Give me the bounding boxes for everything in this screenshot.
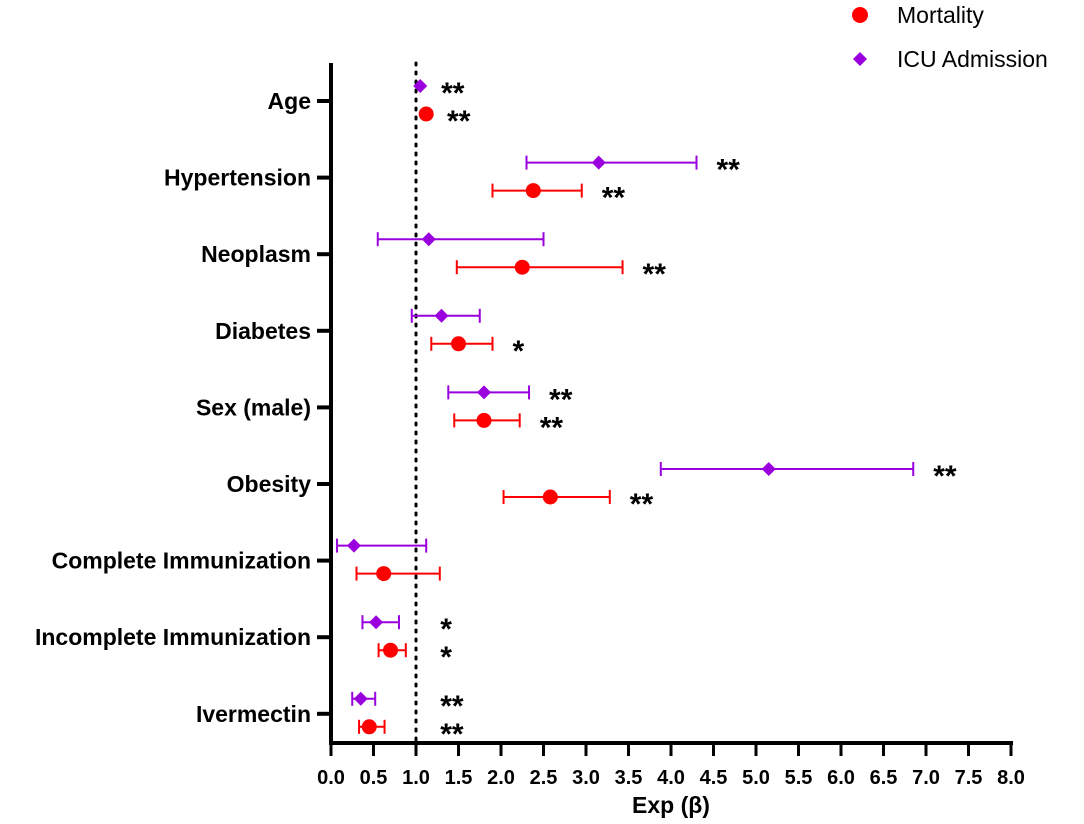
mortality-marker [451, 336, 466, 352]
significance-label: ** [602, 182, 626, 215]
icu-point-group: ** [447, 383, 573, 416]
x-tick-label: 7.0 [912, 767, 940, 789]
icu-admission-marker [413, 79, 428, 93]
icu-point-group: ** [413, 77, 465, 110]
significance-label: * [513, 335, 525, 368]
x-tick-label: 4.5 [700, 767, 728, 789]
y-tick-label: Neoplasm [201, 241, 311, 267]
x-tick-label: 7.5 [955, 767, 983, 789]
icu-point-group [335, 538, 428, 553]
y-tick-label: Sex (male) [196, 394, 311, 420]
x-axis: 0.0 0.5 1.0 1.5 2.0 2.5 3.0 3.5 4.0 4.5 5.0 5.5 6.0 6… [317, 741, 1025, 789]
legend-marker-mortality [852, 7, 868, 23]
mortality-point-group: ** [358, 718, 464, 751]
y-axis: Age Hypertension Neoplasm Diabetes Sex (male… [35, 63, 333, 745]
icu-point-group: ** [525, 154, 741, 187]
mortality-marker [383, 642, 398, 658]
icu-admission-marker [761, 462, 776, 476]
x-tick-label: 8.0 [997, 767, 1025, 789]
mortality-point-group: ** [491, 182, 626, 215]
x-tick-label: 2.5 [530, 767, 558, 789]
significance-label: ** [717, 154, 741, 187]
x-tick-label: 4.0 [657, 767, 685, 789]
icu-admission-marker [346, 538, 361, 553]
icu-admission-marker [434, 308, 449, 323]
significance-label: ** [549, 383, 573, 416]
significance-label: ** [630, 488, 654, 521]
significance-label: ** [440, 718, 464, 751]
y-tick-label: Diabetes [215, 318, 311, 344]
legend-label: Mortality [897, 2, 984, 28]
x-tick-label: 5.0 [742, 767, 770, 789]
mortality-marker [376, 566, 392, 582]
significance-label: ** [447, 105, 471, 138]
mortality-marker [361, 719, 377, 735]
y-tick-label: Ivermectin [196, 701, 311, 727]
mortality-point-group: * [377, 641, 452, 674]
significance-label: ** [441, 77, 465, 110]
significance-label: ** [643, 258, 667, 291]
y-tick-label: Complete Immunization [52, 548, 311, 574]
significance-label: ** [540, 411, 564, 444]
legend: Mortality ICU Admission [852, 2, 1048, 72]
mortality-marker [476, 412, 492, 428]
significance-label: ** [933, 460, 957, 493]
mortality-marker [418, 106, 434, 122]
y-tick-label: Incomplete Immunization [35, 624, 311, 650]
x-tick-label: 5.5 [785, 767, 813, 789]
icu-point-group: ** [351, 690, 464, 723]
x-tick-label: 3.0 [572, 767, 600, 789]
x-axis-title: Exp (β) [632, 792, 710, 818]
mortality-marker [525, 183, 541, 199]
mortality-marker [514, 259, 530, 275]
x-tick-label: 6.0 [827, 767, 855, 789]
significance-label: * [440, 641, 452, 674]
legend-label: ICU Admission [897, 46, 1048, 72]
icu-point-group [376, 232, 545, 247]
y-tick-label: Obesity [227, 471, 312, 497]
x-tick-label: 3.5 [615, 767, 643, 789]
icu-admission-marker [353, 691, 368, 706]
legend-marker-icu-admission [853, 52, 867, 66]
significance-label: * [440, 613, 452, 646]
x-tick-label: 0.5 [360, 767, 388, 789]
icu-admission-marker [369, 615, 384, 630]
icu-point-group [410, 308, 481, 323]
icu-admission-marker [421, 232, 436, 247]
mortality-point-group: ** [455, 258, 667, 291]
icu-point-group: * [361, 613, 452, 646]
mortality-point-group: ** [502, 488, 654, 521]
mortality-point-group: ** [418, 105, 471, 138]
x-tick-label: 6.5 [870, 767, 898, 789]
mortality-point-group: * [430, 335, 525, 368]
significance-label: ** [440, 690, 464, 723]
data-marks: ************************* [335, 77, 957, 751]
icu-admission-marker [477, 385, 491, 400]
y-tick-label: Hypertension [164, 165, 311, 191]
x-tick-label: 2.0 [487, 767, 515, 789]
x-tick-label: 1.0 [402, 767, 430, 789]
mortality-marker [542, 489, 558, 505]
icu-admission-marker [591, 155, 606, 170]
icu-point-group: ** [659, 460, 957, 493]
mortality-point-group [355, 566, 441, 582]
x-tick-label: 1.5 [445, 767, 473, 789]
mortality-point-group: ** [453, 411, 564, 444]
y-tick-label: Age [268, 88, 311, 114]
x-tick-label: 0.0 [317, 767, 345, 789]
